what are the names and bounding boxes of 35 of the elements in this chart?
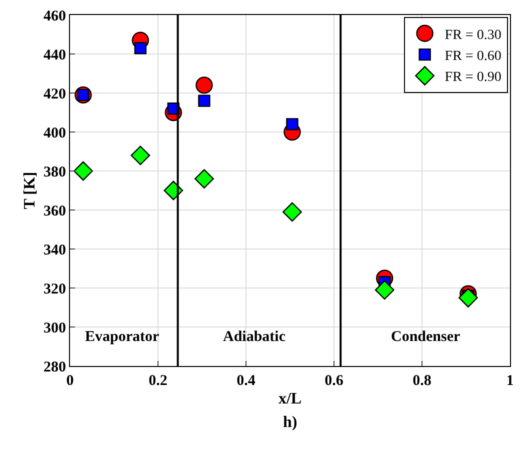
x-tick-label: 0.4 <box>236 373 256 389</box>
y-tick-label: 400 <box>44 125 66 142</box>
text: h) <box>283 414 298 431</box>
y-tick-label: 340 <box>44 242 66 258</box>
x-tick-label: 0.2 <box>148 373 168 389</box>
point <box>198 94 210 107</box>
y-tick-label: 360 <box>44 203 66 220</box>
x-tick-label: 1 <box>506 373 514 389</box>
x-axis-title: x/L <box>278 390 302 408</box>
point <box>458 288 478 308</box>
point <box>286 118 298 130</box>
y-tick-label: 300 <box>44 320 66 336</box>
y-axis-title: T [K] <box>21 172 38 210</box>
point <box>194 169 214 188</box>
y-tick-label: 440 <box>44 47 66 64</box>
point <box>196 76 213 94</box>
x-tick-label: 0 <box>66 373 74 389</box>
legend-label: FR = 0.90 <box>444 70 502 86</box>
y-tick-label: 380 <box>44 164 66 180</box>
legend-label: FR = 0.60 <box>444 49 502 64</box>
y-tick-label: 280 <box>44 359 66 376</box>
point <box>282 202 302 222</box>
y-tick-label: 320 <box>44 281 66 298</box>
point <box>74 161 93 181</box>
annotation: Adiabatic <box>223 329 286 345</box>
y-tick-label: 420 <box>44 86 66 102</box>
annotation: Condenser <box>391 329 461 345</box>
point <box>134 42 146 54</box>
point <box>130 146 150 166</box>
y-tick-label: 460 <box>44 8 66 24</box>
x-tick-label: 0.8 <box>412 373 432 389</box>
x-tick-label: 0.6 <box>324 373 344 389</box>
legend-label: FR = 0.30 <box>444 28 502 43</box>
annotation: Evaporator <box>85 329 160 345</box>
point <box>374 280 394 300</box>
